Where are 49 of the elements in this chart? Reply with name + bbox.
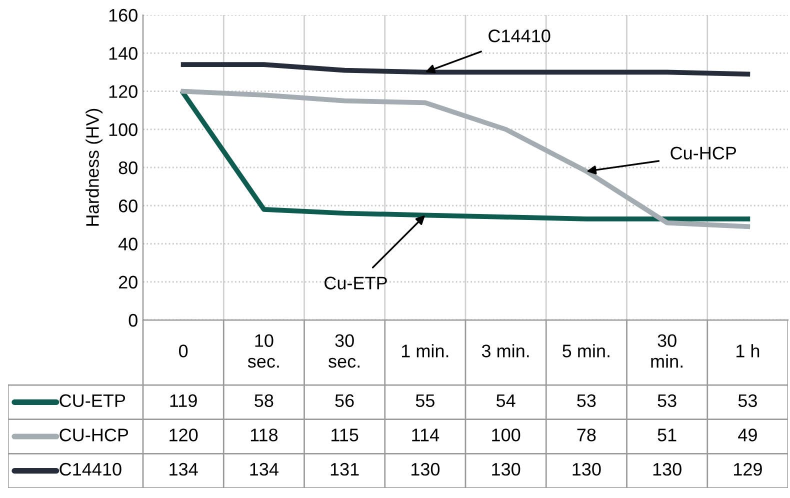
x-tick-label: 5 min. (562, 344, 610, 358)
data-label: 120 (170, 428, 198, 442)
data-label: 78 (577, 428, 596, 442)
legend-label: CU-HCP (60, 428, 128, 442)
data-label: 54 (496, 394, 516, 408)
x-tick-label: 3 min. (482, 344, 529, 358)
data-label: 114 (412, 428, 440, 442)
data-label: 53 (658, 394, 676, 408)
data-label: 119 (170, 394, 197, 408)
y-tick-label: 100 (109, 123, 138, 136)
annotation: Cu-ETP (324, 276, 387, 290)
y-tick-label: 80 (118, 161, 138, 174)
data-label: 58 (254, 394, 274, 408)
data-label: 56 (335, 394, 354, 408)
data-label: 53 (577, 394, 596, 408)
data-label: 53 (738, 394, 757, 408)
line-series (180, 62, 750, 77)
x-tick-label: 10 sec. (248, 334, 279, 368)
x-tick-label: 1 h (736, 344, 760, 358)
data-label: 118 (250, 428, 278, 442)
data-label: 51 (658, 428, 676, 442)
y-tick-label: 40 (118, 238, 138, 250)
annotation: C14410 (488, 30, 550, 42)
x-tick-label: 0 (179, 344, 188, 358)
y-tick-label: 120 (109, 85, 138, 98)
data-label: 129 (734, 462, 762, 476)
data-label: 130 (572, 462, 601, 476)
data-label: 130 (653, 462, 682, 476)
x-tick-label: 1 min. (402, 344, 448, 358)
data-label: 134 (250, 462, 278, 476)
x-tick-label: 30 sec. (328, 334, 360, 368)
data-label: 115 (332, 428, 358, 442)
legend-label: C14410 (60, 462, 122, 476)
data-label: 131 (330, 462, 359, 476)
data-label: 134 (170, 462, 198, 476)
data-label: 130 (412, 462, 440, 476)
y-axis-title: Hardness (HV) (86, 108, 102, 226)
y-tick-label: 0 (128, 314, 138, 327)
y-tick-label: 20 (118, 276, 138, 289)
annotation: Cu-HCP (670, 146, 736, 160)
y-tick-label: 60 (118, 200, 138, 212)
data-label: 100 (492, 428, 520, 442)
x-tick-label: 30 min. (651, 334, 682, 368)
data-label: 49 (738, 428, 757, 442)
y-tick-label: 140 (109, 47, 138, 60)
y-tick-label: 160 (109, 8, 138, 22)
data-label: 130 (492, 462, 520, 476)
data-label: 55 (416, 394, 434, 408)
legend-label: CU-ETP (60, 394, 126, 408)
